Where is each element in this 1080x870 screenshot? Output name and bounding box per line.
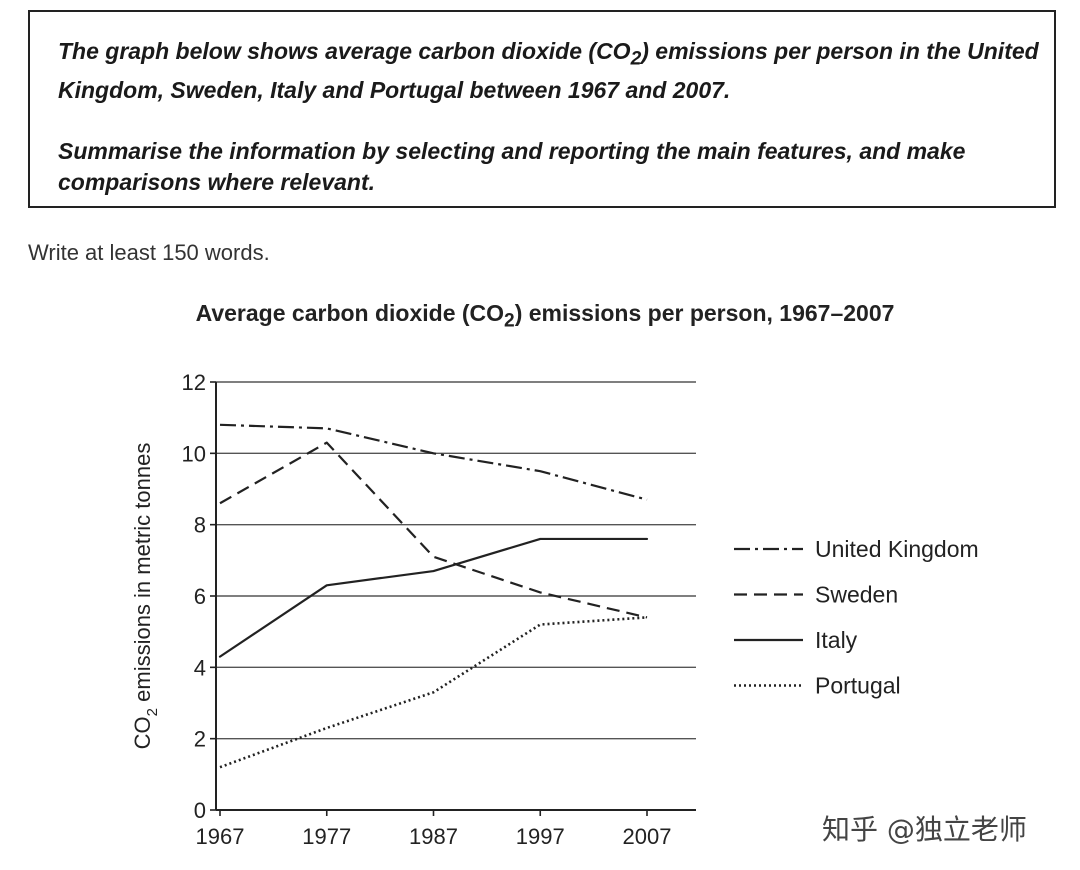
chart-title-subscript: 2 (504, 310, 515, 332)
legend-label-portugal: Portugal (815, 673, 901, 699)
series-line-italy (218, 537, 649, 658)
y-tick-label-10: 10 (182, 441, 206, 466)
x-tick-label-2007: 2007 (623, 824, 672, 849)
prompt-p1-pre: The graph below shows average carbon dio… (58, 38, 631, 64)
prompt-paragraph-1: The graph below shows average carbon dio… (58, 36, 1054, 106)
y-tick-label-12: 12 (182, 370, 206, 395)
watermark: 知乎 @独立老师 (822, 813, 1027, 846)
series-lines (218, 423, 649, 769)
series-line-united-kingdom (219, 423, 648, 501)
tick-labels: 0 2 4 6 8 10 12 1967 1977 1987 1997 2007 (182, 370, 672, 849)
legend-label-united-kingdom: United Kingdom (815, 536, 979, 562)
axes (210, 381, 696, 816)
grid-lines (216, 381, 696, 740)
legend-label-italy: Italy (815, 627, 858, 653)
x-tick-label-1997: 1997 (516, 824, 565, 849)
prompt-p1-subscript: 2 (630, 48, 642, 70)
legend: United Kingdom Sweden Italy Portugal (734, 536, 979, 699)
y-axis-label-post: emissions in metric tonnes (130, 443, 155, 708)
y-axis-label: CO2 emissions in metric tonnes (130, 443, 161, 750)
y-tick-label-8: 8 (194, 513, 206, 538)
prompt-paragraph-2: Summarise the information by selecting a… (58, 137, 966, 195)
series-line-sweden (219, 441, 648, 619)
prompt-p1-post: ) emissions per person in the United Kin… (58, 38, 1039, 103)
x-tick-label-1977: 1977 (302, 824, 351, 849)
legend-label-sweden: Sweden (815, 582, 898, 608)
y-axis-label-subscript: 2 (144, 708, 161, 716)
y-tick-label-0: 0 (194, 798, 206, 823)
y-tick-label-2: 2 (194, 727, 206, 752)
task-prompt-box: The graph below shows average carbon dio… (28, 10, 1056, 208)
x-tick-label-1967: 1967 (196, 824, 245, 849)
word-count-instruction: Write at least 150 words. (28, 240, 270, 265)
y-axis-label-pre: CO (130, 716, 155, 749)
chart-title: Average carbon dioxide (CO2) emissions p… (0, 300, 1080, 333)
chart-title-pre: Average carbon dioxide (CO (195, 300, 505, 326)
chart-title-post: ) emissions per person, 1967–2007 (514, 300, 895, 326)
x-tick-label-1987: 1987 (409, 824, 458, 849)
y-tick-label-6: 6 (194, 584, 206, 609)
y-tick-label-4: 4 (194, 655, 206, 680)
